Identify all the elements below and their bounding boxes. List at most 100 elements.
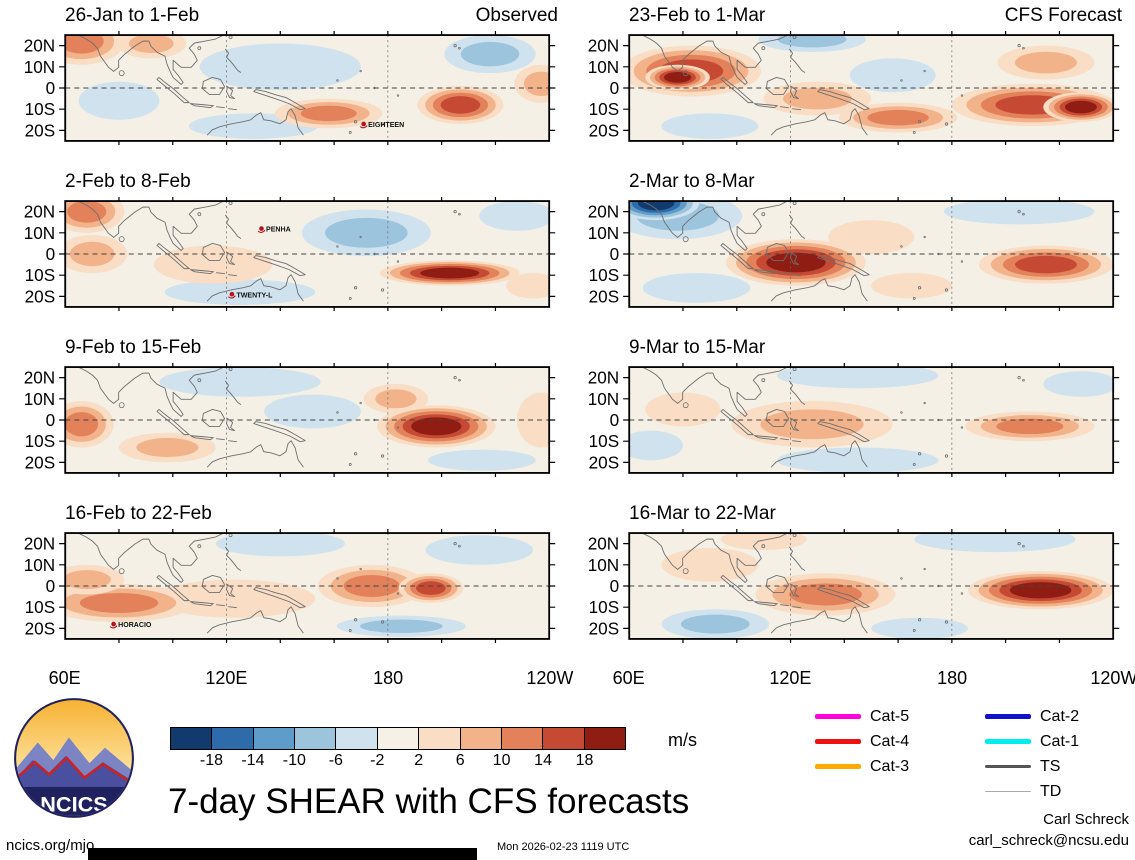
panel-forecast-4: 16-Mar to 22-Mar 20N 10N 0 10S 20S <box>572 500 1122 647</box>
legend-item: Cat-1 <box>985 729 1079 754</box>
colorbar-cell <box>253 728 296 749</box>
panel-title-row: 9-Mar to 15-Mar <box>572 334 1122 359</box>
colorbar-tick-label: -6 <box>328 752 343 769</box>
panel-title-row: 16-Feb to 22-Feb <box>8 500 558 525</box>
y-tick-label: 20S <box>25 452 55 472</box>
colorbar-tick-label: 6 <box>455 752 465 769</box>
panel-date-range: 16-Feb to 22-Feb <box>65 503 212 524</box>
storm-name-label: PENHA <box>266 227 291 234</box>
y-tick-label: 20S <box>25 120 55 140</box>
y-tick-label: 20N <box>24 202 55 222</box>
y-tick-label: 20S <box>589 618 619 638</box>
panel-grid: 26-Jan to 1-Feb Observed 20N 10N 0 10S 20S EIGH… <box>8 2 1135 694</box>
colorbar-cell <box>377 728 420 749</box>
ncics-logo: NCICS <box>14 698 134 818</box>
y-tick-label: 0 <box>610 576 620 596</box>
y-tick-label: 10S <box>25 99 55 119</box>
legend-line-cat-3 <box>815 764 861 769</box>
colorbar-tick-labels: -18 -14 -10 -6 -2 2 6 10 14 18 <box>170 752 626 772</box>
colorbar-cell <box>501 728 544 749</box>
legend-item: TD <box>985 779 1079 804</box>
y-tick-label: 10N <box>588 389 619 409</box>
legend-line-ts <box>985 765 1031 768</box>
y-tick-label: 10N <box>24 555 55 575</box>
y-tick-label: 0 <box>610 244 620 264</box>
legend-label: TD <box>1040 782 1062 800</box>
panel-date-range: 2-Feb to 8-Feb <box>65 171 191 192</box>
x-tick-label: 120E <box>769 668 812 688</box>
panel-title-row: 2-Mar to 8-Mar <box>572 168 1122 193</box>
x-axis-labels: 60E 120E 180 120W <box>8 668 574 694</box>
panel-forecast-3: 9-Mar to 15-Mar 20N 10N 0 10S 20S <box>572 334 1122 481</box>
y-tick-label: 0 <box>46 244 56 264</box>
legend-label: Cat-3 <box>870 757 910 775</box>
panel-title-row: 23-Feb to 1-Mar CFS Forecast <box>572 2 1122 27</box>
colorbar-cell <box>460 728 502 749</box>
panel-forecast-1: 23-Feb to 1-Mar CFS Forecast 20N 10N 0 10S 20S <box>572 2 1122 149</box>
y-tick-label: 10N <box>24 57 55 77</box>
storm-marker-icon <box>229 291 235 297</box>
legend-line-cat-2 <box>985 714 1031 719</box>
y-tick-label: 20S <box>589 120 619 140</box>
colorbar-tick-label: 2 <box>414 752 424 769</box>
y-tick-label: 0 <box>46 410 56 430</box>
panel-title-row: 16-Mar to 22-Mar <box>572 500 1122 525</box>
colorbar-tick-label: -18 <box>199 752 224 769</box>
legend-label: Cat-5 <box>870 707 910 725</box>
legend-line-cat-4 <box>815 739 861 744</box>
y-tick-label: 10S <box>589 597 619 617</box>
legend-label: Cat-2 <box>1040 707 1080 725</box>
panel-title-row: 26-Jan to 1-Feb Observed <box>8 2 558 27</box>
x-tick-label: 180 <box>373 668 404 688</box>
colorbar-cell <box>212 728 254 749</box>
y-tick-label: 20S <box>589 286 619 306</box>
y-tick-label: 20N <box>24 534 55 554</box>
colorbar-tick-label: 10 <box>492 752 511 769</box>
footer-bar <box>88 848 477 860</box>
footer-timestamp: Mon 2026-02-23 1119 UTC <box>497 841 630 853</box>
y-tick-label: 0 <box>610 410 620 430</box>
legend-label: Cat-4 <box>870 732 910 750</box>
x-tick-label: 60E <box>48 668 81 688</box>
legend-line-td <box>985 791 1031 792</box>
storm-name-label: HORACIO <box>118 622 152 629</box>
colorbar-units: m/s <box>668 730 697 750</box>
y-tick-label: 20N <box>588 534 619 554</box>
column-header-label: CFS Forecast <box>1004 5 1122 26</box>
y-tick-label: 10S <box>589 265 619 285</box>
panel-date-range: 9-Mar to 15-Mar <box>629 337 766 358</box>
panel-title-row: 9-Feb to 15-Feb <box>8 334 558 359</box>
y-tick-label: 20N <box>588 36 619 56</box>
colorbar-tick-label: -10 <box>282 752 306 769</box>
x-tick-label: 120E <box>205 668 248 688</box>
storm-name-label: TWENTY-L <box>236 292 273 299</box>
y-tick-label: 10N <box>24 389 55 409</box>
y-tick-label: 10S <box>589 99 619 119</box>
legend-label: TS <box>1040 757 1061 775</box>
colorbar-tick-label: 14 <box>534 752 552 769</box>
x-tick-label: 120W <box>526 668 574 688</box>
legend-column-2: Cat-2 Cat-1 TS TD <box>985 704 1079 804</box>
y-tick-label: 20N <box>24 36 55 56</box>
colorbar-cell <box>171 728 213 749</box>
x-tick-label: 120W <box>1090 668 1135 688</box>
y-tick-label: 20S <box>589 452 619 472</box>
credit-name: Carl Schreck <box>1043 811 1129 828</box>
y-tick-label: 10N <box>588 223 619 243</box>
forecast-column: 23-Feb to 1-Mar CFS Forecast 20N 10N 0 10S 20S… <box>572 2 1135 694</box>
x-tick-label: 60E <box>612 668 645 688</box>
logo-red-line <box>17 756 131 783</box>
panel-observed-1: 26-Jan to 1-Feb Observed 20N 10N 0 10S 20S EIGH… <box>8 2 558 149</box>
panel-date-range: 26-Jan to 1-Feb <box>65 5 200 26</box>
y-tick-label: 20S <box>25 286 55 306</box>
colorbar-tick-label: -2 <box>370 752 385 769</box>
legend-item: Cat-5 <box>815 704 909 729</box>
y-tick-label: 0 <box>610 78 620 98</box>
legend-column-1: Cat-5 Cat-4 Cat-3 <box>815 704 909 779</box>
